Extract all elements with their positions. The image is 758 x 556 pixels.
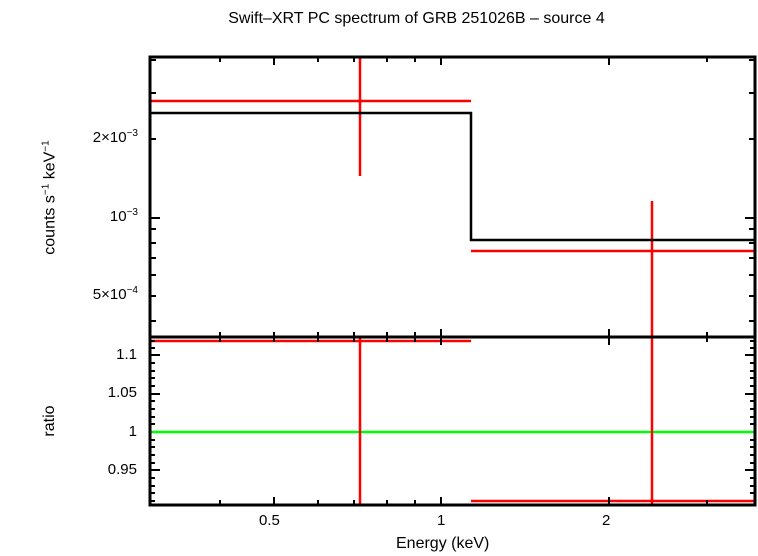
spectrum-data-crosses — [150, 57, 755, 337]
xtick-0.5: 0.5 — [259, 512, 280, 529]
xtick-1: 1 — [437, 512, 446, 529]
axes-frame — [148, 55, 757, 507]
ytick-1.05: 1.05 — [107, 384, 137, 401]
ytick-1.1: 1.1 — [116, 346, 137, 363]
ytick-0.95: 0.95 — [107, 461, 137, 478]
ratio-data-crosses — [150, 337, 755, 505]
ytick-2e-3: 2×10−3 — [92, 128, 138, 146]
ratio-y-ticks — [150, 340, 755, 502]
ytick-5e-4: 5×10−4 — [92, 285, 138, 303]
x-ticks — [219, 57, 708, 505]
spectrum-model-step — [150, 111, 755, 242]
chart-title: Swift–XRT PC spectrum of GRB 251026B – s… — [228, 10, 605, 27]
xtick-2: 2 — [602, 512, 611, 529]
ytick-1: 1 — [128, 423, 137, 440]
spectrum-y-ticks — [150, 59, 755, 322]
x-axis-label: Energy (keV) — [396, 535, 490, 552]
ytick-1e-3: 10−3 — [109, 207, 138, 225]
